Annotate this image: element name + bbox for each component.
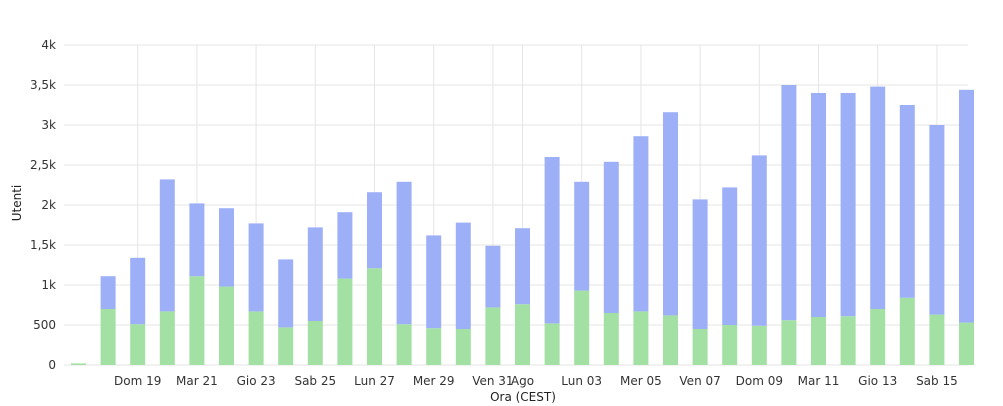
bar-segment-upper (426, 235, 442, 329)
bar-segment-lower (455, 329, 471, 365)
bar-segment-lower (485, 307, 501, 365)
bar-segment-lower (722, 325, 738, 365)
x-tick-label: Mar 11 (798, 374, 840, 388)
x-tick-label: Gio 13 (858, 374, 897, 388)
bar-segment-lower (663, 315, 678, 365)
bar-segment-upper (959, 89, 974, 323)
bar-segment-lower (189, 276, 205, 365)
bar-segment-lower (515, 304, 530, 365)
y-tick-label: 3k (41, 118, 56, 132)
bar-segment-lower (840, 316, 856, 365)
bar-segment-upper (307, 227, 323, 321)
bar-segment-upper (544, 157, 560, 324)
bar-segment-upper (515, 228, 530, 305)
bar-segment-upper (870, 86, 886, 309)
bar-segment-upper (278, 259, 294, 328)
bar-segment-upper (751, 155, 767, 326)
x-tick-label: Sab 25 (294, 374, 336, 388)
bar-segment-lower (781, 320, 797, 365)
bar-segment-lower (100, 309, 116, 365)
bars (71, 85, 974, 365)
bar-segment-upper (899, 105, 915, 298)
y-axis-title: Utenti (10, 185, 24, 222)
x-tick-label: Mer 05 (620, 374, 662, 388)
bar-segment-upper (396, 181, 412, 325)
bar-segment-upper (219, 208, 234, 287)
bar-segment-upper (248, 223, 264, 312)
x-tick-label: Gio 23 (237, 374, 276, 388)
bar-segment-upper (485, 245, 501, 308)
x-tick-label: Ago (511, 374, 534, 388)
bar-segment-upper (455, 222, 471, 329)
bar-segment-upper (130, 257, 146, 325)
bar-segment-lower (159, 311, 175, 365)
y-axis-ticks: 0 500 1k 1,5k 2k 2,5k 3k 3,5k 4k (30, 38, 56, 372)
bar-segment-lower (219, 286, 234, 365)
bar-segment-lower (603, 313, 619, 365)
bar-segment-upper (337, 212, 353, 279)
bar-segment-upper (663, 112, 678, 316)
bar-segment-lower (633, 311, 649, 365)
bar-segment-lower (71, 363, 86, 365)
bar-segment-upper (811, 93, 826, 317)
x-tick-label: Lun 27 (354, 374, 395, 388)
x-axis-ticks: Dom 19 Mar 21 Gio 23 Sab 25 Lun 27 Mer 29 Ven … (114, 374, 958, 388)
bar-segment-upper (929, 125, 945, 315)
bar-segment-upper (574, 181, 590, 291)
bar-segment-lower (751, 325, 767, 365)
y-tick-label: 2k (41, 198, 56, 212)
y-tick-label: 500 (33, 318, 56, 332)
bar-segment-lower (544, 323, 560, 365)
bar-segment-lower (130, 324, 146, 365)
bar-segment-lower (959, 322, 974, 365)
y-tick-label: 3,5k (30, 78, 56, 92)
x-tick-label: Dom 09 (736, 374, 783, 388)
x-tick-label: Lun 03 (561, 374, 602, 388)
bar-segment-lower (899, 297, 915, 365)
bar-segment-upper (603, 161, 619, 313)
x-tick-label: Mer 29 (413, 374, 455, 388)
bar-segment-lower (574, 290, 590, 365)
y-tick-label: 2,5k (30, 158, 56, 172)
bar-segment-lower (692, 329, 708, 365)
bar-segment-lower (337, 278, 353, 365)
bar-segment-upper (840, 93, 856, 317)
bar-segment-upper (100, 276, 116, 309)
bar-segment-upper (692, 199, 708, 329)
x-axis-title: Ora (CEST) (490, 390, 556, 404)
y-tick-label: 0 (48, 358, 56, 372)
y-tick-label: 1,5k (30, 238, 56, 252)
y-tick-label: 4k (41, 38, 56, 52)
bar-segment-upper (189, 203, 205, 277)
x-tick-label: Dom 19 (114, 374, 161, 388)
bar-segment-lower (811, 317, 826, 365)
bar-segment-upper (633, 136, 649, 312)
bar-segment-lower (929, 314, 945, 365)
bar-segment-lower (248, 311, 264, 365)
bar-segment-lower (870, 309, 886, 365)
x-tick-label: Ven 07 (679, 374, 720, 388)
bar-segment-upper (159, 179, 175, 312)
bar-segment-lower (278, 327, 294, 365)
x-tick-label: Sab 15 (916, 374, 958, 388)
bar-segment-lower (307, 321, 323, 365)
x-tick-label: Ven 31 (472, 374, 513, 388)
bar-segment-lower (396, 324, 412, 365)
bar-segment-upper (781, 85, 797, 321)
bar-segment-upper (367, 192, 382, 269)
bar-segment-lower (367, 268, 382, 365)
x-tick-label: Mar 21 (176, 374, 218, 388)
y-tick-label: 1k (41, 278, 56, 292)
bar-segment-lower (426, 328, 442, 365)
bar-segment-upper (722, 187, 738, 325)
